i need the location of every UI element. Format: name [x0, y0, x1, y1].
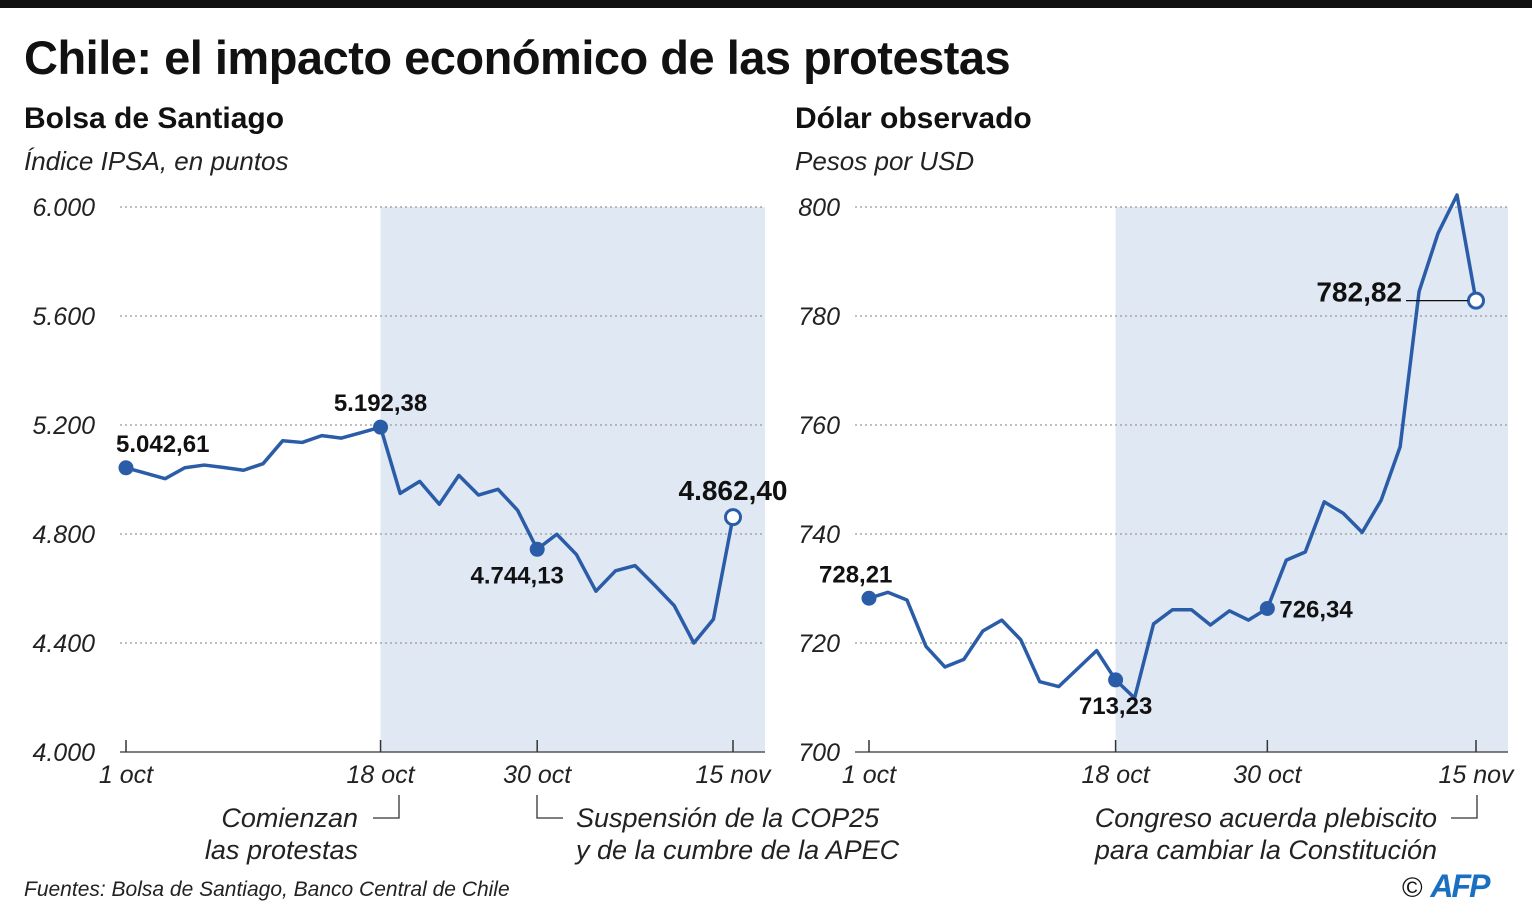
series-line	[868, 193, 1478, 700]
x-tick-label: 18 oct	[346, 761, 415, 789]
annotation-line: Comienzan	[221, 803, 358, 833]
annotation-bracket	[1451, 795, 1478, 819]
shaded-protest-period	[1115, 207, 1508, 752]
data-marker	[861, 590, 877, 606]
annotation-bracket	[373, 795, 400, 819]
source-note: Fuentes: Bolsa de Santiago, Banco Centra…	[24, 878, 510, 901]
data-label: 5.042,61	[116, 431, 209, 458]
y-tick-label: 4.000	[32, 739, 95, 767]
data-label: 726,34	[1279, 596, 1353, 623]
chart1-subtitle: Índice IPSA, en puntos	[24, 146, 289, 176]
end-marker	[1467, 291, 1485, 310]
y-tick-label: 4.400	[32, 630, 95, 658]
y-tick-label: 5.200	[32, 412, 95, 440]
annotation-bracket	[536, 795, 563, 819]
annotation-line: Suspensión de la COP25	[576, 803, 880, 833]
y-tick-label: 6.000	[32, 194, 95, 222]
data-marker	[1108, 672, 1124, 688]
top-bar	[0, 0, 1532, 8]
copyright-symbol: ©	[1402, 872, 1423, 903]
y-tick-label: 740	[798, 521, 840, 549]
chart1-title: Bolsa de Santiago	[24, 102, 285, 135]
data-label: 4.862,40	[679, 475, 788, 506]
annotation-plebiscite: Congreso acuerda plebiscito para cambiar…	[1095, 802, 1437, 866]
chart2-subtitle: Pesos por USD	[795, 146, 975, 176]
x-tick-label: 30 oct	[503, 761, 572, 789]
data-marker	[373, 419, 389, 435]
annotation-line: para cambiar la Constitución	[1094, 835, 1437, 865]
shaded-protest-period	[380, 207, 765, 752]
y-tick-label: 800	[798, 194, 840, 222]
data-label: 782,82	[1316, 277, 1402, 308]
data-marker	[529, 541, 545, 557]
series-line	[125, 425, 735, 645]
x-tick-label: 1 oct	[842, 761, 897, 789]
y-tick-label: 760	[798, 412, 840, 440]
annotation-line: y de la cumbre de la APEC	[576, 835, 900, 865]
annotation-cop25: Suspensión de la COP25 y de la cumbre de…	[576, 802, 899, 866]
x-tick-label: 18 oct	[1082, 761, 1151, 789]
annotation-line: Congreso acuerda plebiscito	[1094, 803, 1437, 833]
y-tick-label: 720	[798, 630, 840, 658]
x-tick-label: 1 oct	[99, 761, 154, 789]
data-label: 4.744,13	[470, 562, 563, 589]
y-tick-label: 700	[798, 739, 840, 767]
data-label: 5.192,38	[334, 390, 427, 417]
y-tick-label: 780	[798, 303, 840, 331]
chart2-title: Dólar observado	[795, 102, 1032, 135]
data-label: 713,23	[1079, 693, 1152, 720]
y-tick-label: 4.800	[32, 521, 95, 549]
x-tick-label: 15 nov	[695, 761, 772, 789]
x-tick-label: 15 nov	[1438, 761, 1515, 789]
afp-logo: © AFP	[1402, 868, 1490, 905]
afp-logo-text: AFP	[1430, 868, 1490, 904]
data-marker	[1259, 600, 1275, 616]
page-title: Chile: el impacto económico de las prote…	[24, 31, 1011, 84]
x-tick-label: 30 oct	[1233, 761, 1302, 789]
annotation-protests: Comienzan las protestas	[205, 802, 358, 866]
data-label: 728,21	[819, 561, 892, 588]
data-marker	[118, 460, 134, 476]
y-tick-label: 5.600	[32, 303, 95, 331]
annotation-line: las protestas	[204, 835, 358, 865]
end-marker	[724, 508, 742, 527]
